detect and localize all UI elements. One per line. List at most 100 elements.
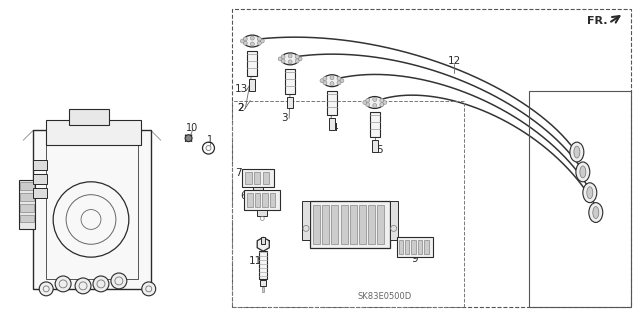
Polygon shape — [257, 237, 269, 251]
Circle shape — [288, 60, 292, 64]
Bar — [359, 204, 366, 244]
Bar — [20, 204, 35, 211]
Ellipse shape — [570, 142, 584, 162]
Circle shape — [257, 41, 261, 45]
Circle shape — [380, 103, 384, 107]
Bar — [327, 91, 337, 115]
Circle shape — [383, 100, 387, 105]
Bar — [20, 182, 35, 190]
Circle shape — [340, 79, 344, 83]
Bar — [257, 210, 268, 216]
Bar — [259, 251, 268, 279]
Text: 8: 8 — [337, 241, 343, 251]
Circle shape — [363, 100, 367, 105]
Bar — [390, 201, 397, 240]
Bar — [247, 193, 253, 207]
Bar — [262, 193, 268, 207]
Text: 4: 4 — [332, 123, 339, 133]
Bar — [368, 204, 375, 244]
Text: 10: 10 — [186, 123, 198, 133]
Bar — [340, 204, 348, 244]
Bar — [350, 204, 356, 244]
Circle shape — [250, 36, 254, 40]
Circle shape — [372, 98, 377, 101]
Bar — [323, 204, 329, 244]
Ellipse shape — [576, 162, 590, 182]
Text: 9: 9 — [412, 254, 418, 264]
Circle shape — [257, 37, 261, 41]
Bar — [19, 180, 35, 229]
Bar — [262, 287, 264, 292]
Circle shape — [93, 276, 109, 292]
Bar — [529, 91, 630, 307]
Circle shape — [75, 278, 91, 294]
Text: FR.: FR. — [586, 16, 607, 26]
Bar — [260, 280, 266, 286]
Text: 12: 12 — [448, 56, 461, 66]
Ellipse shape — [587, 187, 593, 199]
Circle shape — [288, 54, 292, 58]
Circle shape — [260, 39, 264, 43]
Circle shape — [39, 282, 53, 296]
Bar — [261, 237, 265, 244]
Circle shape — [243, 37, 247, 41]
Circle shape — [281, 59, 285, 63]
Ellipse shape — [281, 53, 299, 65]
Bar — [370, 112, 380, 137]
Bar — [69, 109, 109, 125]
Bar — [244, 190, 280, 210]
Text: 2: 2 — [237, 103, 244, 114]
Text: 7: 7 — [235, 168, 242, 178]
Circle shape — [365, 103, 370, 107]
Circle shape — [320, 79, 324, 83]
Circle shape — [55, 276, 71, 292]
Bar — [269, 193, 275, 207]
Bar — [412, 240, 416, 254]
Bar — [245, 172, 252, 184]
Circle shape — [295, 59, 299, 63]
Bar — [262, 172, 269, 184]
Ellipse shape — [589, 203, 603, 222]
Bar — [329, 118, 335, 130]
Circle shape — [323, 77, 327, 81]
Circle shape — [295, 55, 299, 59]
Text: 11: 11 — [249, 256, 262, 266]
Circle shape — [241, 39, 244, 43]
Bar — [285, 69, 295, 93]
Bar — [372, 140, 378, 152]
Ellipse shape — [574, 146, 580, 158]
Text: 2: 2 — [237, 103, 244, 114]
Text: 3: 3 — [281, 113, 287, 123]
Circle shape — [278, 57, 282, 61]
Bar — [313, 204, 320, 244]
Circle shape — [337, 77, 341, 81]
Circle shape — [250, 42, 254, 46]
Bar — [302, 201, 310, 240]
Circle shape — [281, 55, 285, 59]
Bar — [378, 204, 385, 244]
Bar — [287, 97, 293, 108]
Ellipse shape — [243, 35, 261, 47]
Bar — [332, 204, 339, 244]
Bar — [405, 240, 410, 254]
Bar — [232, 100, 465, 307]
Circle shape — [380, 99, 384, 102]
Bar — [46, 120, 141, 145]
Bar — [33, 188, 47, 198]
Bar — [424, 240, 429, 254]
Ellipse shape — [583, 183, 596, 203]
Bar — [255, 193, 260, 207]
Circle shape — [330, 76, 334, 80]
Bar — [310, 201, 390, 248]
Text: 1: 1 — [207, 135, 214, 145]
Bar — [247, 51, 257, 76]
Bar — [20, 193, 35, 201]
Circle shape — [365, 99, 370, 102]
Circle shape — [298, 57, 302, 61]
Bar — [20, 214, 35, 222]
Circle shape — [142, 282, 156, 296]
Bar — [399, 240, 403, 254]
Bar — [33, 174, 47, 184]
Bar — [250, 79, 255, 91]
Circle shape — [323, 81, 327, 85]
